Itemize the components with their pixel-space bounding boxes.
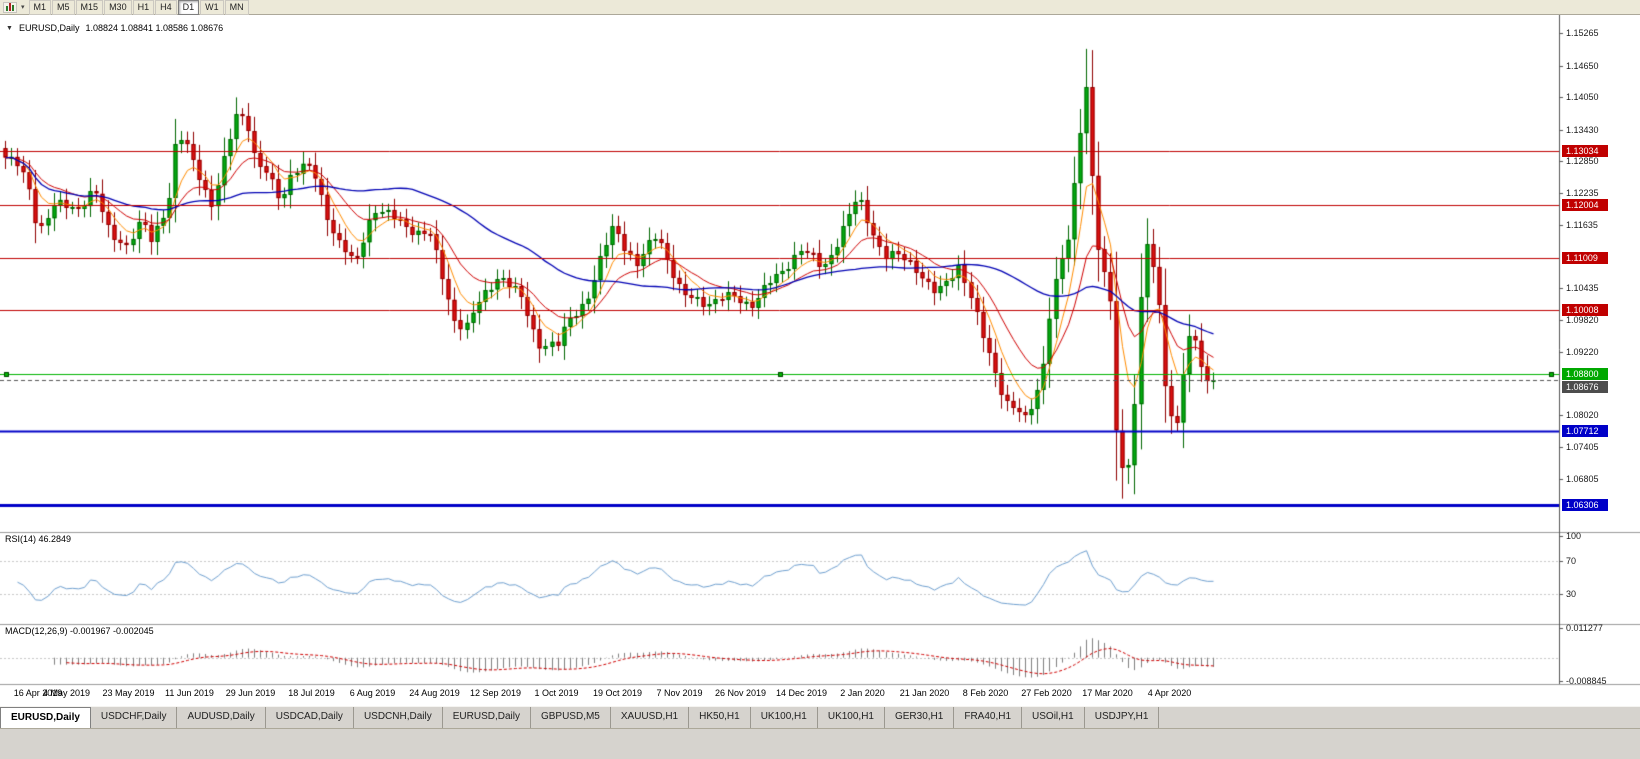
date-axis-label: 29 Jun 2019 (225, 688, 276, 698)
price-axis-tick: 1.11635 (1566, 219, 1598, 230)
chart-canvas[interactable] (0, 15, 1640, 706)
icon-bar (6, 5, 8, 11)
timeframe-button-m30[interactable]: M30 (104, 0, 132, 15)
price-axis-tick: 1.15265 (1566, 28, 1599, 39)
icon-bar (9, 2, 11, 11)
date-axis-label: 4 Apr 2020 (1147, 688, 1192, 698)
price-level-badge: 1.06306 (1562, 499, 1608, 512)
price-axis-tick: 1.14050 (1566, 92, 1599, 103)
chart-symbol-label: EURUSD,Daily (18, 23, 80, 33)
price-level-badge: 1.11009 (1562, 251, 1608, 264)
timeframe-button-m1[interactable]: M1 (28, 0, 52, 15)
triangle-down-icon[interactable]: ▼ (6, 24, 13, 32)
chart-tab-fra40-h1[interactable]: FRA40,H1 (954, 707, 1023, 728)
chart-ohlc-values: 1.08824 1.08841 1.08586 1.08676 (85, 23, 224, 33)
chevron-down-icon[interactable]: ▾ (21, 3, 25, 11)
date-axis-label: 6 Aug 2019 (349, 688, 396, 698)
price-axis-tick: 1.09820 (1566, 315, 1599, 326)
timeframe-toolbar: ▾ M1 M5 M15 M30 H1 H4 D1 W1 MN (0, 0, 1640, 15)
price-axis-tick: 1.12235 (1566, 187, 1599, 198)
price-level-badge: 1.13034 (1562, 144, 1608, 157)
date-axis-label: 17 Mar 2020 (1082, 688, 1133, 698)
date-axis-label: 21 Jan 2020 (899, 688, 950, 698)
price-axis-tick: 1.10435 (1566, 282, 1599, 293)
price-level-badge: 1.07712 (1562, 425, 1608, 438)
macd-axis-tick: 0.011277 (1566, 623, 1603, 633)
date-axis-label: 26 Nov 2019 (714, 688, 767, 698)
timeframe-button-h1[interactable]: H1 (132, 0, 155, 15)
chart-tab-ger30-h1[interactable]: GER30,H1 (885, 707, 955, 728)
chart-header: ▼ EURUSD,Daily 1.08824 1.08841 1.08586 1… (6, 23, 223, 33)
date-axis-label: 4 May 2019 (42, 688, 91, 698)
timeframe-button-mn[interactable]: MN (224, 0, 249, 15)
chart-tab-eurusd-daily[interactable]: EURUSD,Daily (0, 707, 91, 728)
date-axis-label: 18 Jul 2019 (288, 688, 335, 698)
date-axis-label: 16 Apr 2019 (13, 688, 63, 698)
status-bar (0, 728, 1640, 759)
date-axis-label: 8 Feb 2020 (962, 688, 1009, 698)
date-axis-label: 23 May 2019 (102, 688, 155, 698)
price-axis-tick: 1.13430 (1566, 125, 1599, 135)
chart-tab-usoil-h1[interactable]: USOil,H1 (1022, 707, 1085, 728)
price-level-badge: 1.10008 (1562, 304, 1608, 317)
price-axis-tick: 1.07405 (1566, 442, 1599, 453)
timeframe-button-m5[interactable]: M5 (52, 0, 75, 15)
date-axis-label: 7 Nov 2019 (656, 688, 703, 698)
date-axis-label: 12 Sep 2019 (469, 688, 522, 698)
date-axis-label: 14 Dec 2019 (775, 688, 828, 698)
chart-tab-usdcad-daily[interactable]: USDCAD,Daily (266, 707, 354, 728)
timeframe-button-group: M1 M5 M15 M30 H1 H4 D1 W1 MN (28, 0, 249, 15)
price-level-badge: 1.08800 (1562, 367, 1608, 380)
candlestick-chart-icon[interactable] (3, 1, 17, 13)
date-axis-label: 27 Feb 2020 (1021, 688, 1072, 698)
chart-tab-uk100-h1[interactable]: UK100,H1 (818, 707, 885, 728)
chart-tab-uk100-h1[interactable]: UK100,H1 (751, 707, 818, 728)
price-level-badge: 1.12004 (1562, 199, 1608, 212)
macd-axis-tick: -0.008845 (1566, 676, 1607, 686)
date-axis-label: 1 Oct 2019 (534, 688, 579, 698)
price-level-badge: 1.08676 (1562, 380, 1608, 393)
macd-label: MACD(12,26,9) -0.001967 -0.002045 (5, 626, 154, 636)
chart-tab-gbpusd-m5[interactable]: GBPUSD,M5 (531, 707, 611, 728)
chart-tab-usdjpy-h1[interactable]: USDJPY,H1 (1085, 707, 1160, 728)
price-axis-tick: 1.12850 (1566, 155, 1599, 166)
rsi-axis-tick: 100 (1566, 531, 1582, 541)
rsi-axis-tick: 30 (1566, 589, 1577, 600)
timeframe-button-d1[interactable]: D1 (177, 0, 200, 15)
date-axis-label: 11 Jun 2019 (165, 688, 214, 698)
chart-area: ▼ EURUSD,Daily 1.08824 1.08841 1.08586 1… (0, 15, 1640, 707)
price-axis-tick: 1.08020 (1566, 410, 1599, 421)
date-axis-label: 2 Jan 2020 (840, 688, 885, 698)
date-axis-label: 24 Aug 2019 (409, 688, 460, 698)
chart-tab-usdchf-daily[interactable]: USDCHF,Daily (91, 707, 178, 728)
timeframe-button-m15[interactable]: M15 (75, 0, 104, 15)
chart-tab-usdcnh-daily[interactable]: USDCNH,Daily (354, 707, 443, 728)
chart-tab-eurusd-daily[interactable]: EURUSD,Daily (443, 707, 531, 728)
chart-tab-hk50-h1[interactable]: HK50,H1 (689, 707, 751, 728)
price-axis-tick: 1.06805 (1566, 474, 1599, 485)
price-axis-tick: 1.09220 (1566, 346, 1599, 357)
timeframe-button-w1[interactable]: W1 (200, 0, 224, 15)
price-axis-tick: 1.14650 (1566, 60, 1599, 71)
chart-tab-xauusd-h1[interactable]: XAUUSD,H1 (611, 707, 690, 728)
timeframe-button-h4[interactable]: H4 (155, 0, 177, 15)
rsi-label: RSI(14) 46.2849 (5, 534, 72, 544)
date-axis-label: 19 Oct 2019 (592, 688, 643, 698)
rsi-axis-tick: 70 (1566, 555, 1577, 566)
icon-bar (12, 4, 14, 11)
chart-tab-bar: EURUSD,Daily USDCHF,Daily AUDUSD,Daily USDC… (0, 706, 1640, 728)
chart-tab-audusd-daily[interactable]: AUDUSD,Daily (177, 707, 266, 728)
